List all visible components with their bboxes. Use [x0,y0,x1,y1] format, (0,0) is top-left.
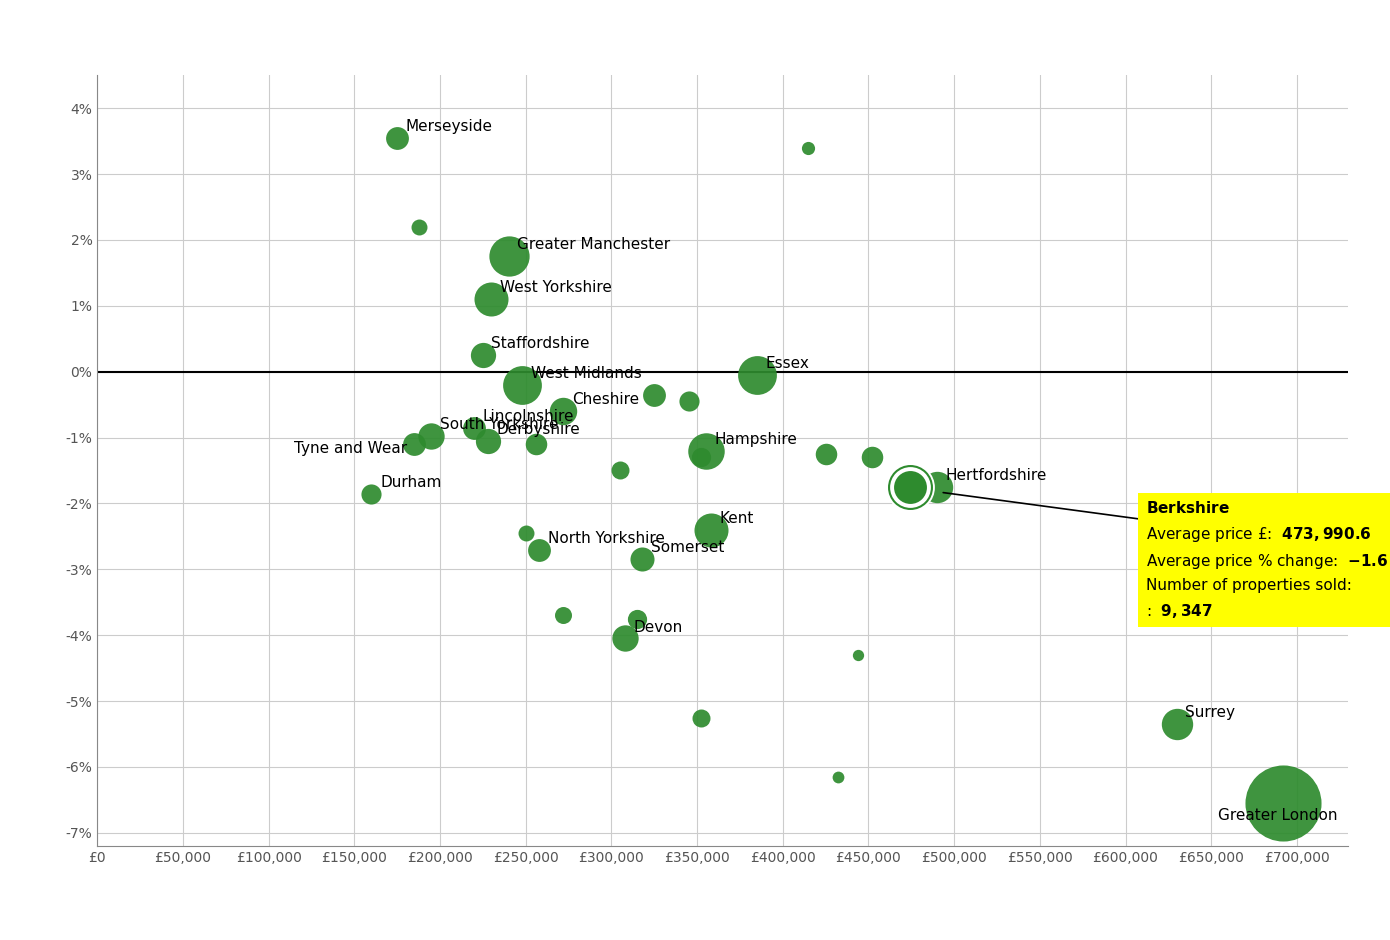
Text: Greater Manchester: Greater Manchester [517,238,670,253]
Point [644,387,666,402]
Point [626,611,648,626]
Point [498,249,520,264]
Point [514,525,537,540]
Point [552,608,574,623]
Point [528,542,550,557]
Text: Surrey: Surrey [1186,705,1236,720]
Point [471,348,493,363]
Point [481,291,503,306]
Text: Tyne and Wear: Tyne and Wear [295,441,407,456]
Text: Cheshire: Cheshire [573,392,639,407]
Point [689,449,712,464]
Text: South Yorkshire: South Yorkshire [441,416,559,431]
Point [360,486,382,501]
Point [386,131,409,146]
Point [631,552,653,567]
Point [463,420,485,435]
Text: Hertfordshire: Hertfordshire [945,468,1047,483]
Point [552,403,574,418]
Point [898,479,920,494]
Point [403,436,425,451]
Text: Lincolnshire: Lincolnshire [482,409,574,424]
Text: Hampshire: Hampshire [714,431,796,446]
Point [827,769,849,784]
Text: West Midlands: West Midlands [531,366,642,381]
Point [1166,716,1188,731]
Point [699,523,721,538]
Point [815,446,837,462]
Point [409,219,431,234]
Text: Essex: Essex [766,356,809,371]
Point [1272,795,1294,810]
Point [477,433,499,448]
Text: Staffordshire: Staffordshire [492,337,589,352]
Text: Durham: Durham [379,475,442,490]
Point [860,449,883,464]
Point [798,140,820,155]
Text: $\bf{Berkshire}$
Average price £:  $\bf{473,990.6}$
Average price % change:  $\b: $\bf{Berkshire}$ Average price £: $\bf{4… [1147,500,1389,619]
Point [677,394,699,409]
Point [926,479,948,494]
Point [525,436,548,451]
Point [512,377,534,392]
Point [689,710,712,725]
Text: Greater London: Greater London [1218,808,1337,822]
Text: Kent: Kent [720,510,753,525]
Point [898,479,920,494]
Point [420,428,442,443]
Point [695,443,717,458]
Text: Somerset: Somerset [651,540,724,556]
Text: North Yorkshire: North Yorkshire [548,530,664,545]
Point [614,631,637,646]
Point [847,648,869,663]
Point [746,368,769,383]
Text: Derbyshire: Derbyshire [496,422,581,437]
Text: West Yorkshire: West Yorkshire [500,280,612,295]
Point [898,479,920,494]
Text: Devon: Devon [634,619,682,634]
Text: Merseyside: Merseyside [406,118,493,133]
Point [609,463,631,478]
